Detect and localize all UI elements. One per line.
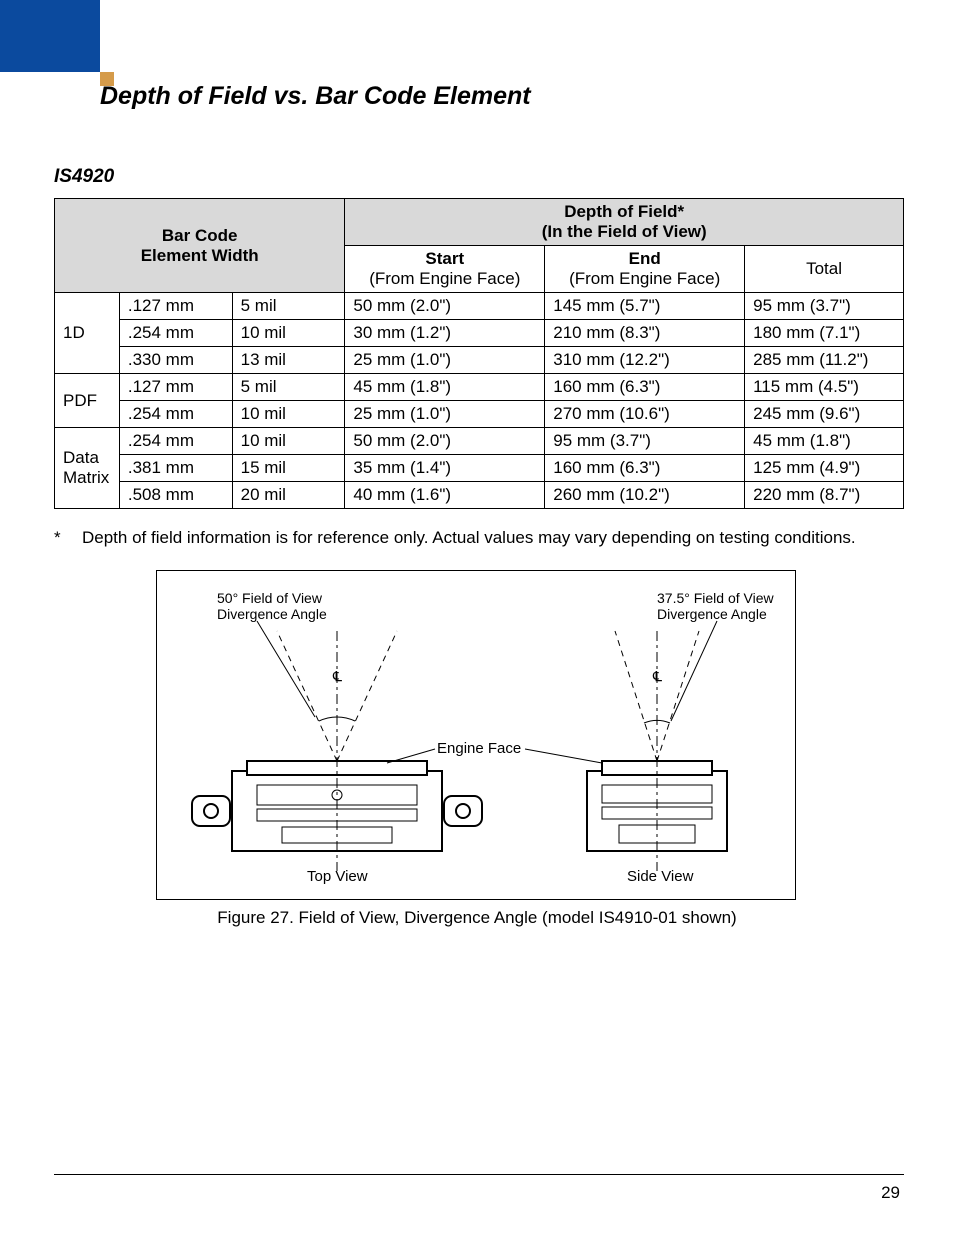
cell-end: 95 mm (3.7")	[545, 428, 745, 455]
cell-start: 40 mm (1.6")	[345, 482, 545, 509]
cell-total: 45 mm (1.8")	[745, 428, 904, 455]
hdr-start-sub: (From Engine Face)	[369, 269, 520, 288]
hdr-bar-code-width-line2: Element Width	[141, 246, 259, 265]
footer-rule	[54, 1174, 904, 1175]
cell-mm: .254 mm	[119, 320, 232, 347]
cell-mil: 10 mil	[232, 320, 345, 347]
table-body: 1D .127 mm 5 mil 50 mm (2.0") 145 mm (5.…	[55, 293, 904, 509]
cell-mil: 15 mil	[232, 455, 345, 482]
category-label-line2: Matrix	[63, 468, 109, 487]
cell-total: 220 mm (8.7")	[745, 482, 904, 509]
footnote: * Depth of field information is for refe…	[54, 528, 904, 548]
cell-total: 245 mm (9.6")	[745, 401, 904, 428]
hdr-end: End (From Engine Face)	[545, 246, 745, 293]
footnote-text: Depth of field information is for refere…	[82, 528, 856, 548]
cell-start: 25 mm (1.0")	[345, 401, 545, 428]
figure-svg: ℄ 50° Field of View Divergence Angle Top…	[157, 571, 797, 901]
cell-total: 125 mm (4.9")	[745, 455, 904, 482]
page: Depth of Field vs. Bar Code Element IS49…	[0, 0, 954, 1235]
cell-mm: .127 mm	[119, 293, 232, 320]
cell-mm: .508 mm	[119, 482, 232, 509]
category-label-line1: Data	[63, 448, 99, 467]
figure-field-of-view: ℄ 50° Field of View Divergence Angle Top…	[156, 570, 796, 900]
header-blue-block	[0, 0, 100, 72]
hdr-start-label: Start	[353, 249, 536, 269]
cell-start: 50 mm (2.0")	[345, 428, 545, 455]
hdr-depth-of-field: Depth of Field* (In the Field of View)	[345, 199, 904, 246]
cell-start: 25 mm (1.0")	[345, 347, 545, 374]
depth-of-field-table: Bar Code Element Width Depth of Field* (…	[54, 198, 904, 509]
table-header: Bar Code Element Width Depth of Field* (…	[55, 199, 904, 293]
cell-start: 35 mm (1.4")	[345, 455, 545, 482]
table-row: PDF .127 mm 5 mil 45 mm (1.8") 160 mm (6…	[55, 374, 904, 401]
page-title: Depth of Field vs. Bar Code Element	[100, 82, 531, 111]
hdr-total: Total	[745, 246, 904, 293]
engine-face-label-group: Engine Face	[387, 740, 602, 763]
hdr-dof-line1: Depth of Field*	[564, 202, 684, 221]
table-row: .508 mm 20 mil 40 mm (1.6") 260 mm (10.2…	[55, 482, 904, 509]
cell-mil: 5 mil	[232, 293, 345, 320]
model-subhead: IS4920	[54, 166, 114, 188]
cell-mm: .381 mm	[119, 455, 232, 482]
hdr-bar-code-width: Bar Code Element Width	[55, 199, 345, 293]
cell-end: 160 mm (6.3")	[545, 455, 745, 482]
cell-end: 160 mm (6.3")	[545, 374, 745, 401]
cell-mm: .254 mm	[119, 401, 232, 428]
category-cell: PDF	[55, 374, 120, 428]
cell-mm: .254 mm	[119, 428, 232, 455]
label-side-view: Side View	[627, 868, 694, 885]
hdr-bar-code-width-line1: Bar Code	[162, 226, 238, 245]
cell-mil: 20 mil	[232, 482, 345, 509]
figure-caption: Figure 27. Field of View, Divergence Ang…	[0, 908, 954, 928]
cell-mil: 13 mil	[232, 347, 345, 374]
cell-start: 50 mm (2.0")	[345, 293, 545, 320]
hdr-start: Start (From Engine Face)	[345, 246, 545, 293]
table-row: Data Matrix .254 mm 10 mil 50 mm (2.0") …	[55, 428, 904, 455]
cell-mm: .127 mm	[119, 374, 232, 401]
table-row: .254 mm 10 mil 30 mm (1.2") 210 mm (8.3"…	[55, 320, 904, 347]
cell-total: 285 mm (11.2")	[745, 347, 904, 374]
category-cell: 1D	[55, 293, 120, 374]
side-view-group: ℄ 37.5° Field of View Divergence Angle S…	[587, 590, 778, 885]
page-number: 29	[881, 1183, 900, 1203]
label-engine-face: Engine Face	[437, 740, 521, 757]
label-right-angle-line1: 37.5° Field of View Divergence Angle	[657, 590, 778, 622]
cell-end: 145 mm (5.7")	[545, 293, 745, 320]
cell-mm: .330 mm	[119, 347, 232, 374]
cell-end: 310 mm (12.2")	[545, 347, 745, 374]
cell-start: 30 mm (1.2")	[345, 320, 545, 347]
table-row: .381 mm 15 mil 35 mm (1.4") 160 mm (6.3"…	[55, 455, 904, 482]
cell-mil: 10 mil	[232, 401, 345, 428]
hdr-end-label: End	[553, 249, 736, 269]
hdr-total-label: Total	[806, 259, 842, 278]
table-row: 1D .127 mm 5 mil 50 mm (2.0") 145 mm (5.…	[55, 293, 904, 320]
cell-end: 270 mm (10.6")	[545, 401, 745, 428]
footnote-marker: *	[54, 528, 64, 548]
cl-symbol-right: ℄	[652, 668, 662, 684]
label-top-view: Top View	[307, 868, 368, 885]
hdr-end-sub: (From Engine Face)	[569, 269, 720, 288]
table-row: .254 mm 10 mil 25 mm (1.0") 270 mm (10.6…	[55, 401, 904, 428]
cell-end: 260 mm (10.2")	[545, 482, 745, 509]
cl-symbol-left: ℄	[332, 668, 342, 684]
label-left-angle-line1: 50° Field of View Divergence Angle	[217, 590, 327, 622]
cell-start: 45 mm (1.8")	[345, 374, 545, 401]
category-cell: Data Matrix	[55, 428, 120, 509]
cell-total: 180 mm (7.1")	[745, 320, 904, 347]
cell-total: 95 mm (3.7")	[745, 293, 904, 320]
cell-mil: 5 mil	[232, 374, 345, 401]
cell-total: 115 mm (4.5")	[745, 374, 904, 401]
cell-end: 210 mm (8.3")	[545, 320, 745, 347]
cell-mil: 10 mil	[232, 428, 345, 455]
hdr-dof-line2: (In the Field of View)	[542, 222, 707, 241]
table-row: .330 mm 13 mil 25 mm (1.0") 310 mm (12.2…	[55, 347, 904, 374]
top-view-group: ℄ 50° Field of View Divergence Angle Top…	[192, 590, 482, 885]
